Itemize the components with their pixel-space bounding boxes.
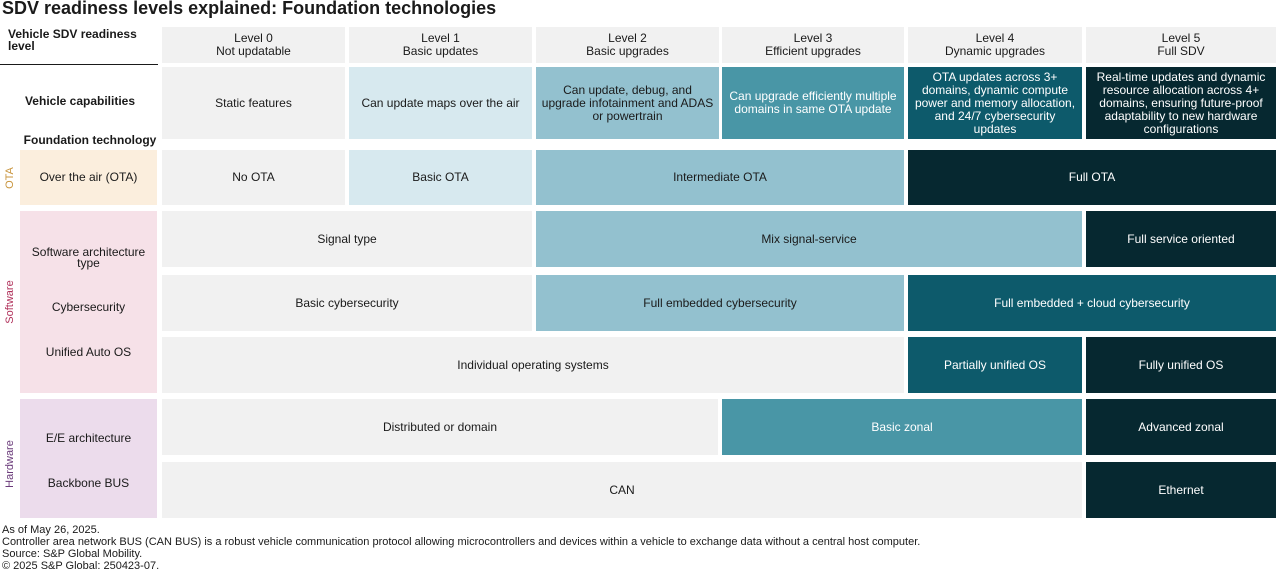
cyber-cell-full-embedded-cloud: Full embedded + cloud cybersecurity — [908, 275, 1276, 331]
level-4-header: Level 4 Dynamic upgrades — [908, 27, 1082, 63]
ota-cell-basic-ota: Basic OTA — [349, 150, 532, 205]
foundation-technology-label: Foundation technology — [23, 133, 157, 147]
backbone-cell-can: CAN — [162, 462, 1082, 518]
auto-os-cell-individual: Individual operating systems — [162, 337, 904, 393]
auto-os-cell-fully-unified: Fully unified OS — [1086, 337, 1276, 393]
level-3-header: Level 3 Efficient upgrades — [722, 27, 904, 63]
capability-level-1: Can update maps over the air — [349, 67, 532, 139]
capability-level-2: Can update, debug, and upgrade infotainm… — [536, 67, 719, 139]
level-1-number: Level 1 — [421, 31, 460, 45]
ee-architecture-row-label: E/E architecture — [45, 431, 132, 445]
ota-cell-intermediate-ota: Intermediate OTA — [536, 150, 904, 205]
level-5-number: Level 5 — [1161, 31, 1201, 45]
auto-os-cell-partially-unified: Partially unified OS — [908, 337, 1082, 393]
ee-arch-cell-basic-zonal: Basic zonal — [722, 399, 1082, 455]
footnote-date: As of May 26, 2025. — [2, 524, 100, 536]
level-3-number: Level 3 — [793, 31, 833, 45]
ee-arch-cell-distributed: Distributed or domain — [162, 399, 718, 455]
level-1-header: Level 1 Basic updates — [349, 27, 532, 63]
cyber-cell-basic: Basic cybersecurity — [162, 275, 532, 331]
backbone-bus-row-label: Backbone BUS — [47, 476, 130, 490]
footnote-source: Source: S&P Global Mobility. — [2, 548, 143, 560]
cybersecurity-row-label: Cybersecurity — [51, 300, 126, 314]
level-1-name: Basic updates — [402, 44, 479, 58]
sw-arch-cell-mix: Mix signal-service — [536, 211, 1082, 267]
footnote-can-bus: Controller area network BUS (CAN BUS) is… — [2, 536, 921, 548]
level-0-header: Level 0 Not updatable — [162, 27, 345, 63]
level-5-name: Full SDV — [1157, 44, 1205, 58]
unified-auto-os-row-label: Unified Auto OS — [45, 345, 132, 359]
level-3-name: Efficient upgrades — [765, 44, 861, 58]
software-group-band — [20, 211, 157, 393]
ota-row-label: Over the air (OTA) — [39, 170, 138, 184]
software-architecture-row-label: Software architecture type — [31, 244, 146, 270]
ota-group-label: OTA — [4, 167, 16, 189]
page-title: SDV readiness levels explained: Foundati… — [2, 0, 497, 18]
level-2-name: Basic upgrades — [586, 44, 669, 58]
ota-cell-full-ota: Full OTA — [908, 150, 1276, 205]
level-5-header: Level 5 Full SDV — [1086, 27, 1276, 63]
hardware-group-band — [20, 399, 157, 518]
hardware-group-label: Hardware — [4, 440, 16, 488]
sw-arch-cell-signal-type: Signal type — [162, 211, 532, 267]
capability-level-3: Can upgrade efficiently multiple domains… — [722, 67, 904, 139]
software-group-label: Software — [4, 280, 16, 324]
sw-arch-cell-full-service: Full service oriented — [1086, 211, 1276, 267]
ota-cell-no-ota: No OTA — [162, 150, 345, 205]
level-0-name: Not updatable — [216, 44, 291, 58]
footnote-copyright: © 2025 S&P Global: 250423-07. — [2, 560, 160, 572]
ee-arch-cell-advanced-zonal: Advanced zonal — [1086, 399, 1276, 455]
capability-level-5: Real-time updates and dynamic resource a… — [1086, 67, 1276, 139]
level-2-header: Level 2 Basic upgrades — [536, 27, 719, 63]
capability-level-4: OTA updates across 3+ domains, dynamic c… — [908, 67, 1082, 139]
cyber-cell-full-embedded: Full embedded cybersecurity — [536, 275, 904, 331]
backbone-cell-ethernet: Ethernet — [1086, 462, 1276, 518]
ota-group-band — [20, 150, 157, 205]
corner-divider — [0, 64, 158, 65]
level-4-number: Level 4 — [975, 31, 1015, 45]
level-0-number: Level 0 — [234, 31, 273, 45]
vehicle-capabilities-label: Vehicle capabilities — [24, 93, 136, 108]
corner-label: Vehicle SDV readiness level — [8, 27, 137, 53]
level-4-name: Dynamic upgrades — [944, 44, 1046, 58]
level-2-number: Level 2 — [608, 31, 647, 45]
capability-level-0: Static features — [162, 67, 345, 139]
